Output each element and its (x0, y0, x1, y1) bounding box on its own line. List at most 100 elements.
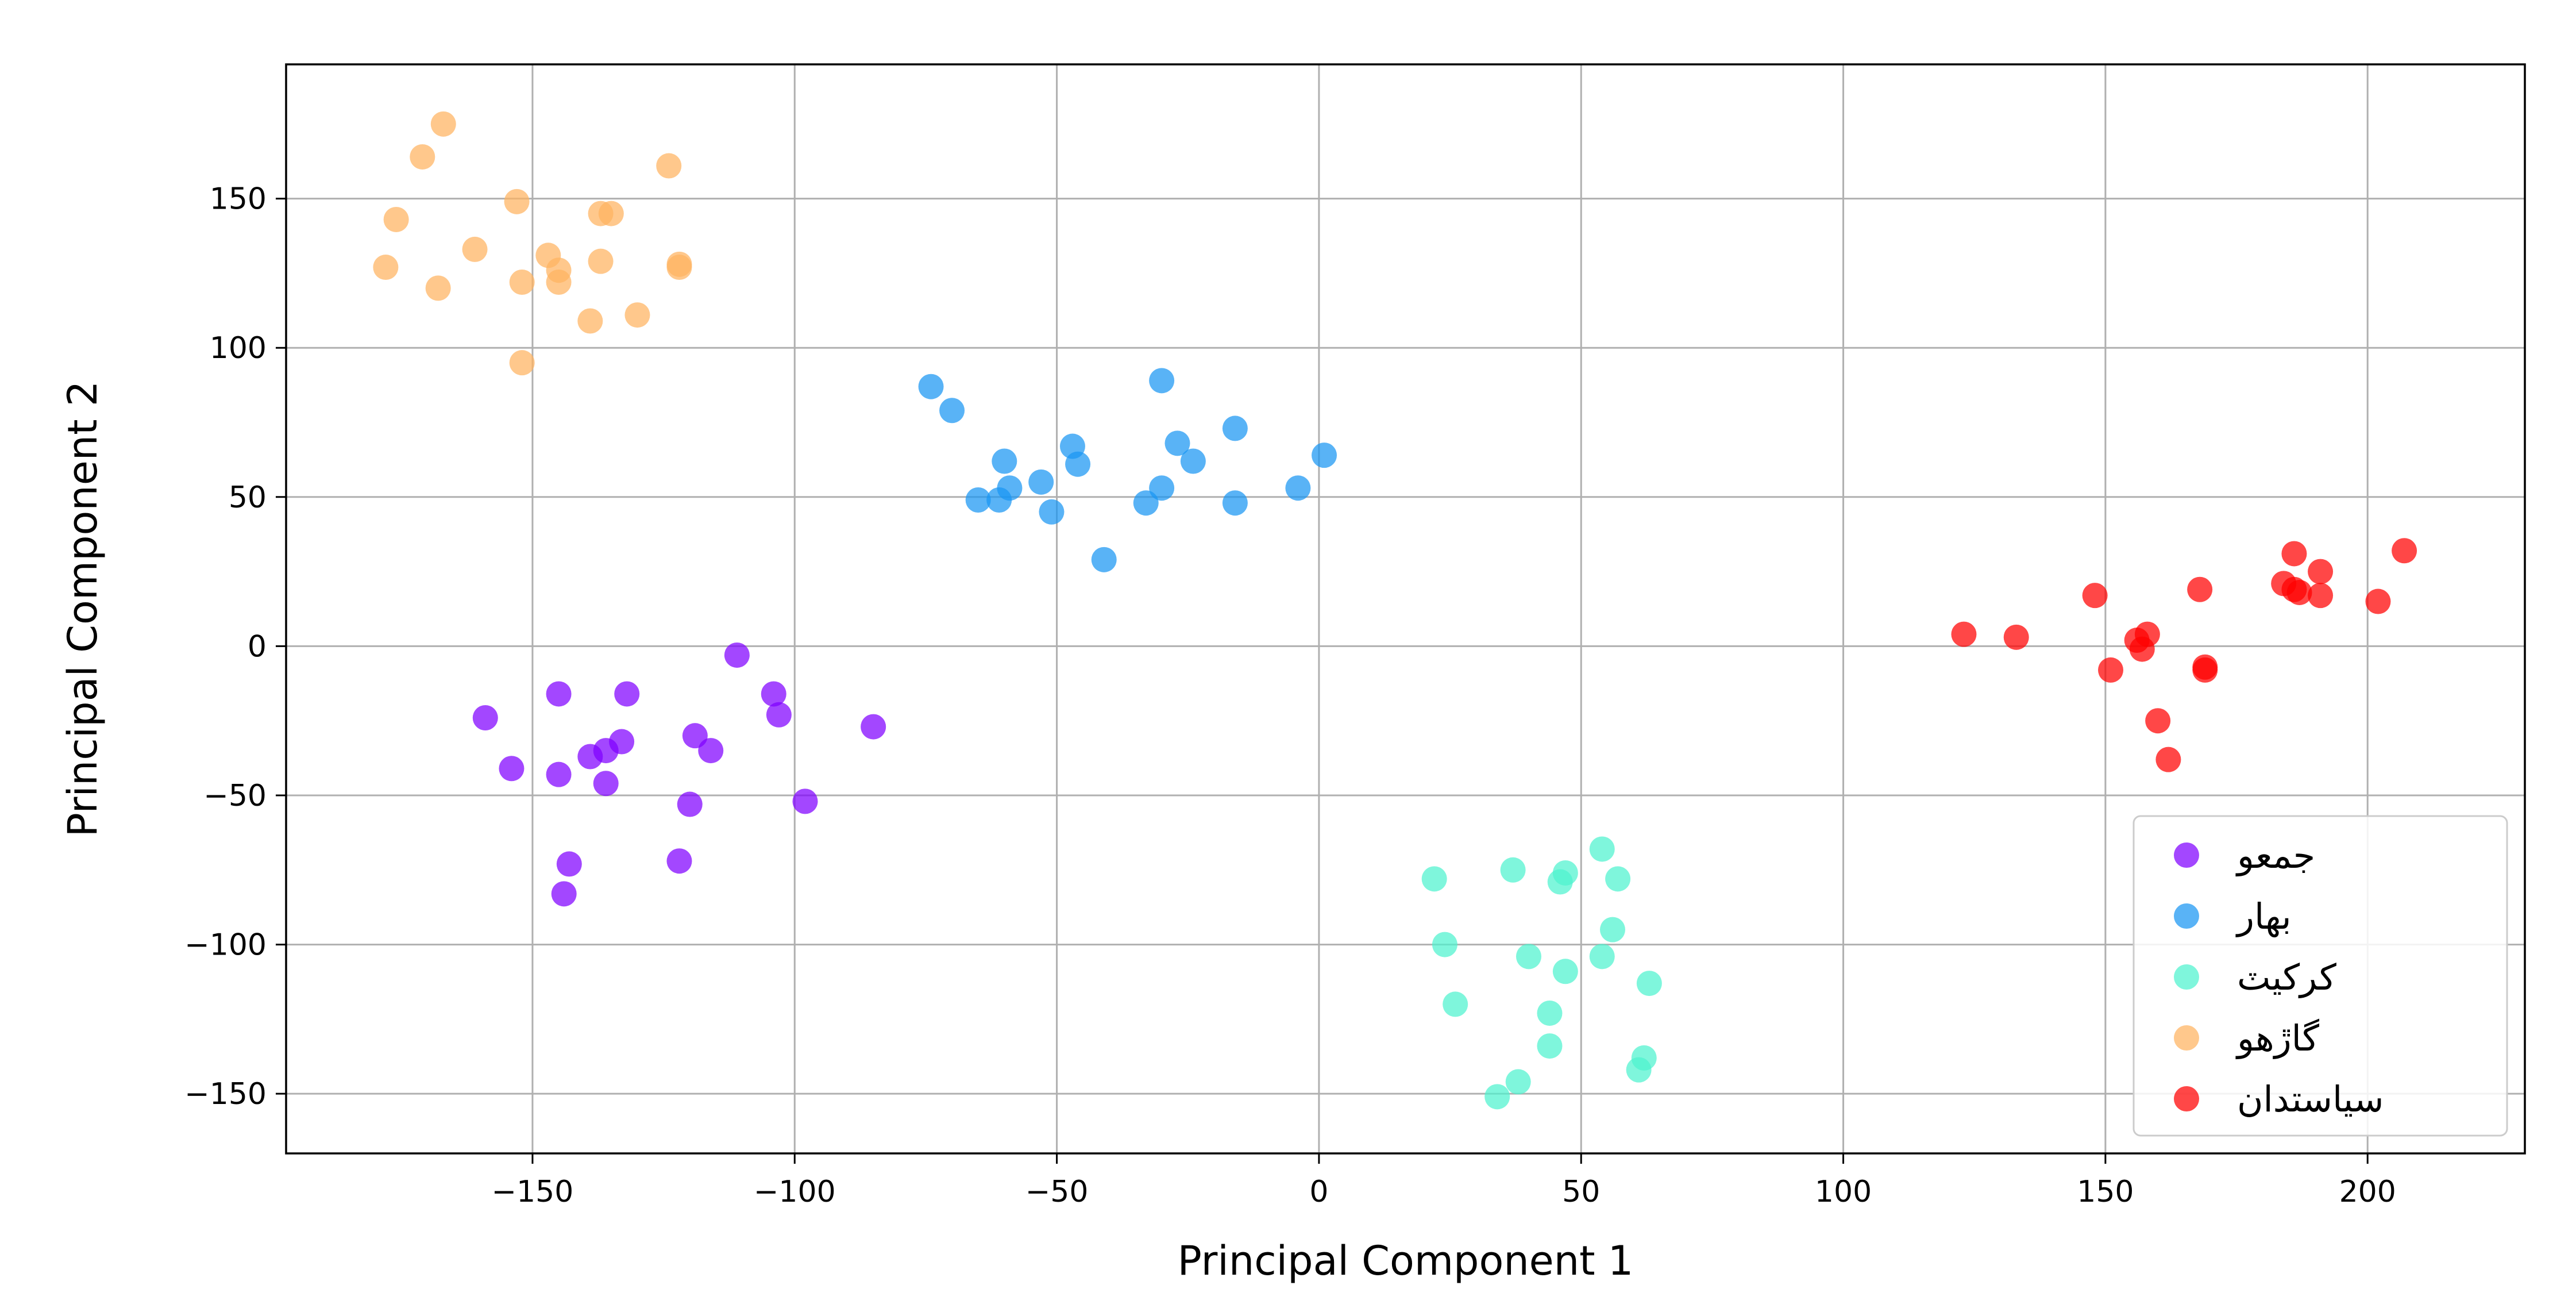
data-point (551, 881, 577, 907)
data-point (2098, 657, 2124, 683)
data-point (1537, 1033, 1563, 1059)
axis-ticks: −150 −100 −50 0 50 100 150 200 −150 −100 −50 0 50 100… (184, 182, 2396, 1209)
data-point (1285, 475, 1311, 501)
data-point (666, 255, 692, 280)
data-point (373, 255, 399, 280)
data-point (761, 681, 786, 707)
data-point (499, 756, 525, 782)
x-tick-label: 0 (1309, 1175, 1328, 1209)
data-point (425, 275, 451, 301)
data-point (624, 302, 650, 328)
data-point (918, 374, 944, 399)
data-point (383, 206, 409, 232)
data-point (1443, 991, 1468, 1017)
data-point (2187, 576, 2213, 602)
x-axis-label: Principal Component 1 (1178, 1237, 1634, 1284)
data-point (2308, 559, 2334, 584)
legend-marker (2174, 903, 2199, 929)
legend-marker (2174, 1086, 2199, 1111)
legend-label: کرکيٽ (2237, 956, 2336, 998)
x-tick-label: 200 (2339, 1175, 2396, 1209)
legend-label: بهار (2235, 895, 2292, 938)
y-tick-label: −150 (184, 1077, 267, 1111)
data-point (682, 723, 708, 749)
legend-marker (2174, 842, 2199, 868)
data-point (614, 681, 640, 707)
data-point (2134, 621, 2160, 647)
data-point (1065, 451, 1091, 477)
data-point (656, 153, 682, 179)
data-point (1432, 932, 1457, 957)
data-point (1589, 836, 1615, 862)
data-point (509, 270, 535, 295)
data-point (2145, 708, 2171, 734)
data-point (1951, 621, 1977, 647)
y-tick-label: 50 (229, 480, 267, 515)
data-point (2308, 583, 2334, 609)
data-point (410, 144, 435, 170)
data-point (1505, 1069, 1531, 1095)
data-point (861, 714, 886, 740)
legend-box (2132, 815, 2508, 1137)
data-point (504, 188, 530, 214)
data-point (1091, 547, 1117, 572)
y-axis-label: Principal Component 2 (59, 381, 106, 837)
x-tick-label: −50 (1025, 1175, 1089, 1209)
x-tick-label: 50 (1562, 1175, 1600, 1209)
data-point (1133, 490, 1159, 516)
data-point (1636, 971, 1662, 997)
y-tick-label: 150 (210, 182, 267, 217)
data-point (2082, 583, 2108, 609)
data-point (1039, 499, 1065, 525)
data-point (965, 487, 991, 513)
data-point (1484, 1084, 1510, 1110)
data-point (2192, 657, 2218, 683)
plot-frame (285, 63, 2526, 1155)
data-point (1149, 368, 1175, 394)
legend-label: سياستدان (2237, 1078, 2384, 1120)
data-point (997, 475, 1023, 501)
data-point (1537, 1000, 1563, 1026)
data-point (1421, 866, 1447, 892)
data-point (430, 111, 456, 137)
data-point (1515, 944, 1541, 970)
y-tick-label: 100 (210, 331, 267, 366)
data-point (577, 308, 603, 334)
data-point (1552, 959, 1578, 984)
data-point (1599, 917, 1625, 942)
data-point (677, 791, 703, 817)
legend: جمعو بهار کرکيٽ گاڙهو سياستدان (2132, 815, 2508, 1137)
data-point (1180, 448, 1206, 474)
legend-label: جمعو (2235, 834, 2315, 876)
data-point (588, 248, 614, 274)
x-tick-label: 150 (2077, 1175, 2134, 1209)
data-point (698, 738, 724, 764)
data-point (546, 681, 572, 707)
data-point (2365, 588, 2391, 614)
x-tick-label: 100 (1815, 1175, 1872, 1209)
data-point (939, 398, 965, 424)
data-point (1164, 430, 1190, 456)
legend-label: گاڙهو (2235, 1017, 2320, 1059)
legend-marker (2174, 964, 2199, 990)
data-point (1222, 490, 1248, 516)
data-point (2286, 579, 2312, 605)
data-point (992, 448, 1017, 474)
data-point (598, 201, 624, 226)
data-point (1631, 1045, 1657, 1071)
data-point (462, 236, 488, 262)
x-tick-label: −150 (492, 1175, 574, 1209)
data-point (1312, 443, 1337, 468)
y-tick-label: −100 (184, 928, 267, 963)
data-point (2392, 538, 2417, 564)
data-point (472, 705, 498, 730)
data-point (593, 771, 619, 797)
data-point (609, 729, 635, 755)
y-tick-label: −50 (203, 779, 267, 813)
data-point (792, 788, 818, 814)
data-point (724, 642, 750, 668)
data-point (2155, 747, 2181, 772)
x-tick-label: −100 (754, 1175, 836, 1209)
